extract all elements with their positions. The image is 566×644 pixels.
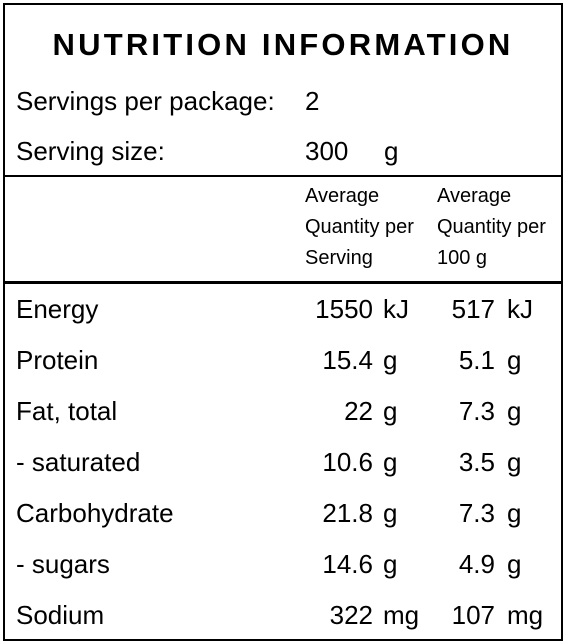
per-serving-unit: g [383,345,398,375]
per-100g-unit: g [507,447,522,477]
per-serving-value: 21.8 [322,498,373,528]
nutrient-name: Carbohydrate [16,498,174,528]
column-header-line: Quantity per [305,216,414,238]
nutrient-name: - sugars [16,549,110,579]
nutrient-name: Energy [16,294,99,324]
per-serving-value: 322 [329,600,373,630]
servings-value: 2 [305,86,320,116]
per-serving-unit: g [383,396,398,426]
per-100g-value: 517 [451,294,495,324]
nutrient-name: Protein [16,345,99,375]
per-100g-value: 107 [451,600,495,630]
per-serving-unit: g [383,549,398,579]
serving-size-label: Serving size: [16,136,165,166]
per-serving-unit: kJ [383,294,409,324]
nutrient-row-sugars: - sugars 14.6 g 4.9 g [5,539,561,590]
column-header-line: Average [437,185,512,207]
per-serving-value: 15.4 [322,345,373,375]
per-100g-unit: g [507,498,522,528]
per-100g-unit: g [507,396,522,426]
per-100g-value: 4.9 [458,549,495,579]
nutrient-row-fat-total: Fat, total 22 g 7.3 g [5,386,561,437]
column-header-per-100g: Average Quantity per 100 g [437,181,546,274]
per-serving-unit: g [383,447,398,477]
panel-title: NUTRITION INFORMATION [52,27,514,62]
column-header-per-serving: Average Quantity per Serving [305,181,414,274]
nutrient-row-saturated: - saturated 10.6 g 3.5 g [5,437,561,488]
divider-top [5,175,561,177]
per-serving-unit: mg [383,600,420,630]
per-100g-unit: kJ [507,294,533,324]
column-header-line: 100 g [437,247,488,269]
serving-size-unit: g [384,136,399,166]
per-100g-value: 5.1 [458,345,495,375]
per-100g-unit: g [507,549,522,579]
per-100g-value: 7.3 [458,498,495,528]
per-100g-value: 3.5 [458,447,495,477]
per-serving-value: 14.6 [322,549,373,579]
nutrition-panel: NUTRITION INFORMATION Servings per packa… [3,3,563,641]
nutrient-name: - saturated [16,447,141,477]
nutrient-row-carbohydrate: Carbohydrate 21.8 g 7.3 g [5,488,561,539]
serving-size-value: 300 [305,136,349,166]
nutrient-name: Fat, total [16,396,118,426]
column-header-line: Average [305,185,380,207]
per-serving-value: 1550 [315,294,373,324]
per-100g-unit: mg [507,600,544,630]
divider-header [5,281,561,284]
per-serving-value: 22 [344,396,373,426]
per-100g-value: 7.3 [458,396,495,426]
nutrient-row-sodium: Sodium 322 mg 107 mg [5,590,561,641]
nutrient-name: Sodium [16,600,105,630]
nutrient-row-energy: Energy 1550 kJ 517 kJ [5,284,561,335]
per-serving-unit: g [383,498,398,528]
column-header-line: Serving [305,247,373,269]
column-header-line: Quantity per [437,216,546,238]
per-100g-unit: g [507,345,522,375]
servings-label: Servings per package: [16,86,275,116]
per-serving-value: 10.6 [322,447,373,477]
nutrient-row-protein: Protein 15.4 g 5.1 g [5,335,561,386]
